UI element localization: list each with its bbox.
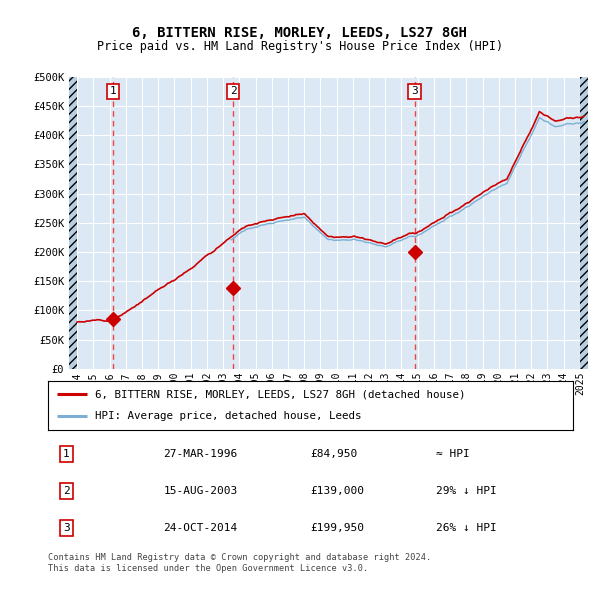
Text: 2: 2 (63, 486, 70, 496)
Text: 1: 1 (63, 450, 70, 460)
Text: 24-OCT-2014: 24-OCT-2014 (163, 523, 238, 533)
Text: 3: 3 (63, 523, 70, 533)
Text: £199,950: £199,950 (311, 523, 365, 533)
Text: 6, BITTERN RISE, MORLEY, LEEDS, LS27 8GH (detached house): 6, BITTERN RISE, MORLEY, LEEDS, LS27 8GH… (95, 389, 466, 399)
Text: 29% ↓ HPI: 29% ↓ HPI (437, 486, 497, 496)
Text: Price paid vs. HM Land Registry's House Price Index (HPI): Price paid vs. HM Land Registry's House … (97, 40, 503, 53)
Text: Contains HM Land Registry data © Crown copyright and database right 2024.
This d: Contains HM Land Registry data © Crown c… (48, 553, 431, 573)
Text: £139,000: £139,000 (311, 486, 365, 496)
Text: 15-AUG-2003: 15-AUG-2003 (163, 486, 238, 496)
Text: 6, BITTERN RISE, MORLEY, LEEDS, LS27 8GH: 6, BITTERN RISE, MORLEY, LEEDS, LS27 8GH (133, 26, 467, 40)
Bar (69, 77, 77, 369)
Text: 1: 1 (110, 86, 116, 96)
Text: 3: 3 (411, 86, 418, 96)
Text: 27-MAR-1996: 27-MAR-1996 (163, 450, 238, 460)
Text: ≈ HPI: ≈ HPI (437, 450, 470, 460)
Text: HPI: Average price, detached house, Leeds: HPI: Average price, detached house, Leed… (95, 411, 362, 421)
Text: 26% ↓ HPI: 26% ↓ HPI (437, 523, 497, 533)
Text: £84,950: £84,950 (311, 450, 358, 460)
Bar (580, 77, 588, 369)
Text: 2: 2 (230, 86, 236, 96)
